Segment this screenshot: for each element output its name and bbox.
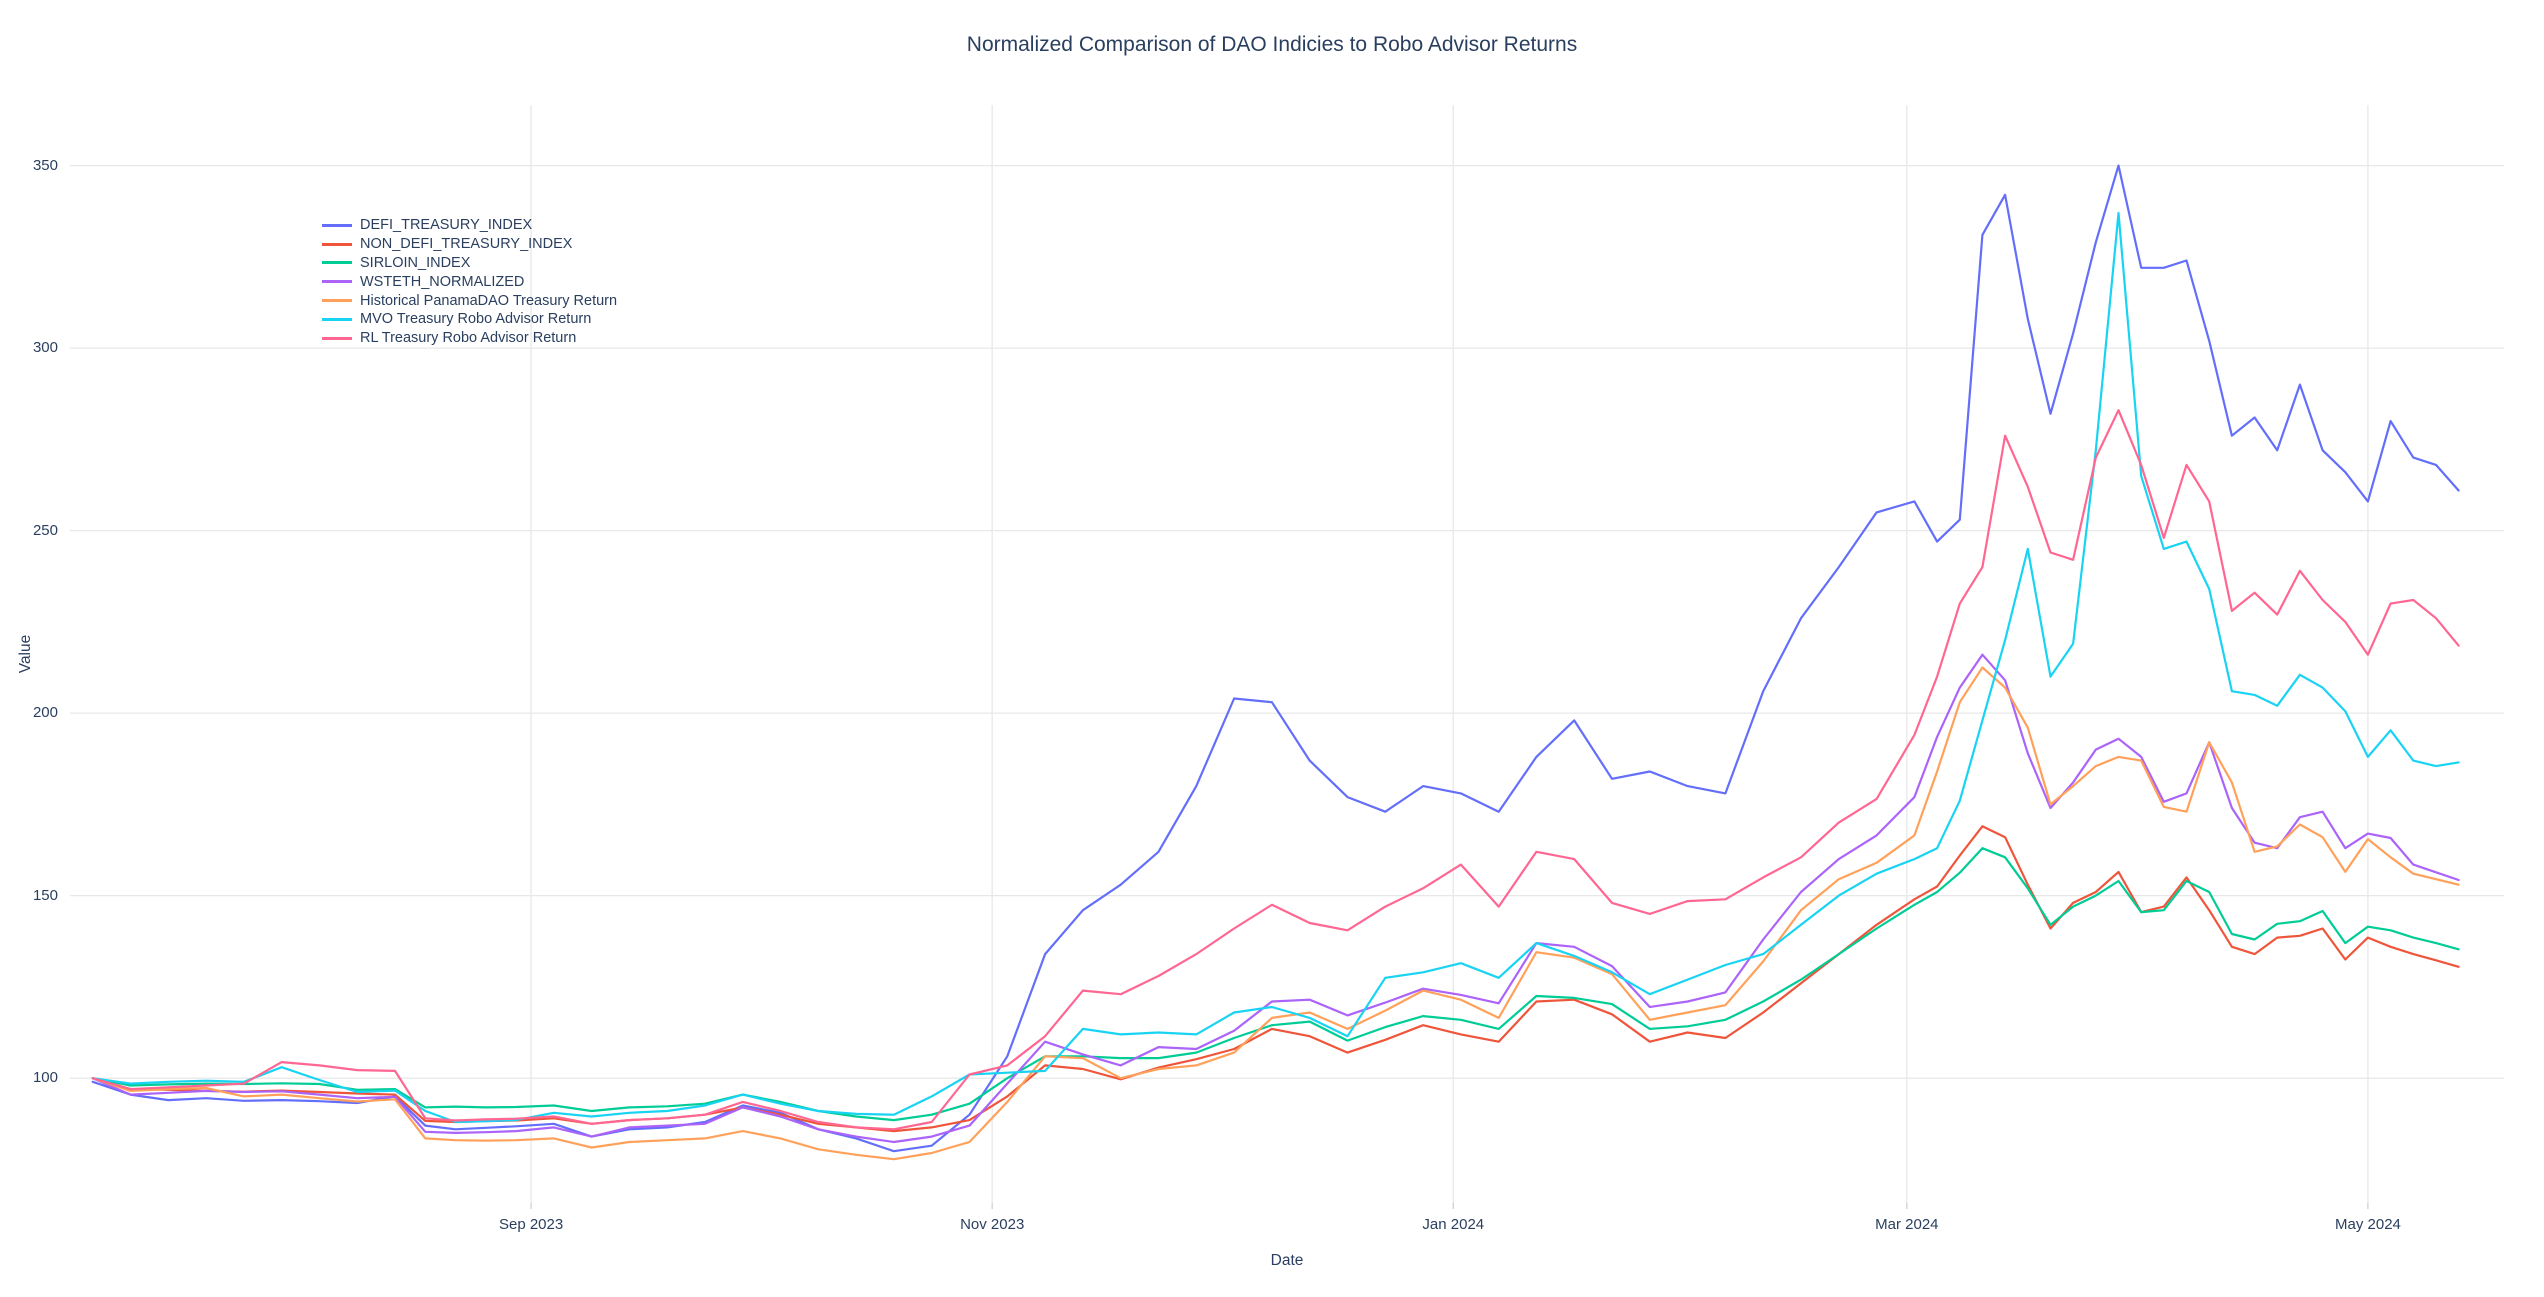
x-tick-label-Mar 2024: Mar 2024	[1875, 1216, 1939, 1233]
legend-label: RL Treasury Robo Advisor Return	[360, 330, 577, 347]
legend-item-DEFI_TREASURY_INDEX[interactable]: DEFI_TREASURY_INDEX	[322, 216, 617, 235]
legend-swatch	[322, 317, 352, 321]
legend-label: MVO Treasury Robo Advisor Return	[360, 311, 592, 328]
x-tick-label-Nov 2023: Nov 2023	[960, 1216, 1025, 1233]
series-line-DEFI_TREASURY_INDEX	[91, 164, 2460, 1153]
series-line-RL Treasury Robo Advisor Return	[91, 409, 2460, 1131]
legend-swatch	[322, 242, 352, 246]
series-line-NON_DEFI_TREASURY_INDEX	[91, 825, 2460, 1133]
legend-item-NON_DEFI_TREASURY_INDEX[interactable]: NON_DEFI_TREASURY_INDEX	[322, 235, 617, 254]
x-tick-label-May 2024: May 2024	[2335, 1216, 2401, 1233]
legend-swatch	[322, 223, 352, 227]
legend-item-WSTETH_NORMALIZED[interactable]: WSTETH_NORMALIZED	[322, 272, 617, 291]
y-tick-label-150: 150	[32, 886, 58, 904]
legend-swatch	[322, 261, 352, 265]
series-line-SIRLOIN_INDEX	[91, 847, 2460, 1122]
legend-label: NON_DEFI_TREASURY_INDEX	[360, 236, 573, 253]
x-axis-title: Date	[1270, 1252, 1304, 1269]
y-tick-label-200: 200	[32, 704, 58, 722]
y-tick-label-100: 100	[32, 1069, 58, 1087]
legend-swatch	[322, 336, 352, 340]
series-line-WSTETH_NORMALIZED	[91, 653, 2460, 1144]
series-line-MVO Treasury Robo Advisor Return	[91, 211, 2460, 1124]
legend-item-MVO Treasury Robo Advisor Return[interactable]: MVO Treasury Robo Advisor Return	[322, 310, 617, 329]
x-tick-label-Jan 2024: Jan 2024	[1422, 1216, 1485, 1233]
chart-title: Normalized Comparison of DAO Indicies to…	[966, 33, 1578, 56]
y-axis-title: Value	[17, 634, 34, 674]
y-tick-label-350: 350	[32, 156, 58, 174]
x-tick-label-Sep 2023: Sep 2023	[498, 1216, 564, 1233]
y-tick-label-300: 300	[32, 339, 58, 357]
legend-label: WSTETH_NORMALIZED	[360, 273, 525, 290]
y-tick-label-250: 250	[32, 521, 58, 539]
legend-label: SIRLOIN_INDEX	[360, 254, 471, 271]
legend-swatch	[322, 280, 352, 284]
series-line-Historical PanamaDAO Treasury Return	[91, 666, 2460, 1161]
legend-item-Historical PanamaDAO Treasury Return[interactable]: Historical PanamaDAO Treasury Return	[322, 291, 617, 310]
legend: DEFI_TREASURY_INDEX NON_DEFI_TREASURY_IND…	[322, 216, 617, 348]
legend-label: Historical PanamaDAO Treasury Return	[360, 292, 618, 309]
legend-label: DEFI_TREASURY_INDEX	[360, 217, 533, 234]
legend-swatch	[322, 299, 352, 303]
legend-item-SIRLOIN_INDEX[interactable]: SIRLOIN_INDEX	[322, 254, 617, 273]
legend-item-RL Treasury Robo Advisor Return[interactable]: RL Treasury Robo Advisor Return	[322, 329, 617, 348]
